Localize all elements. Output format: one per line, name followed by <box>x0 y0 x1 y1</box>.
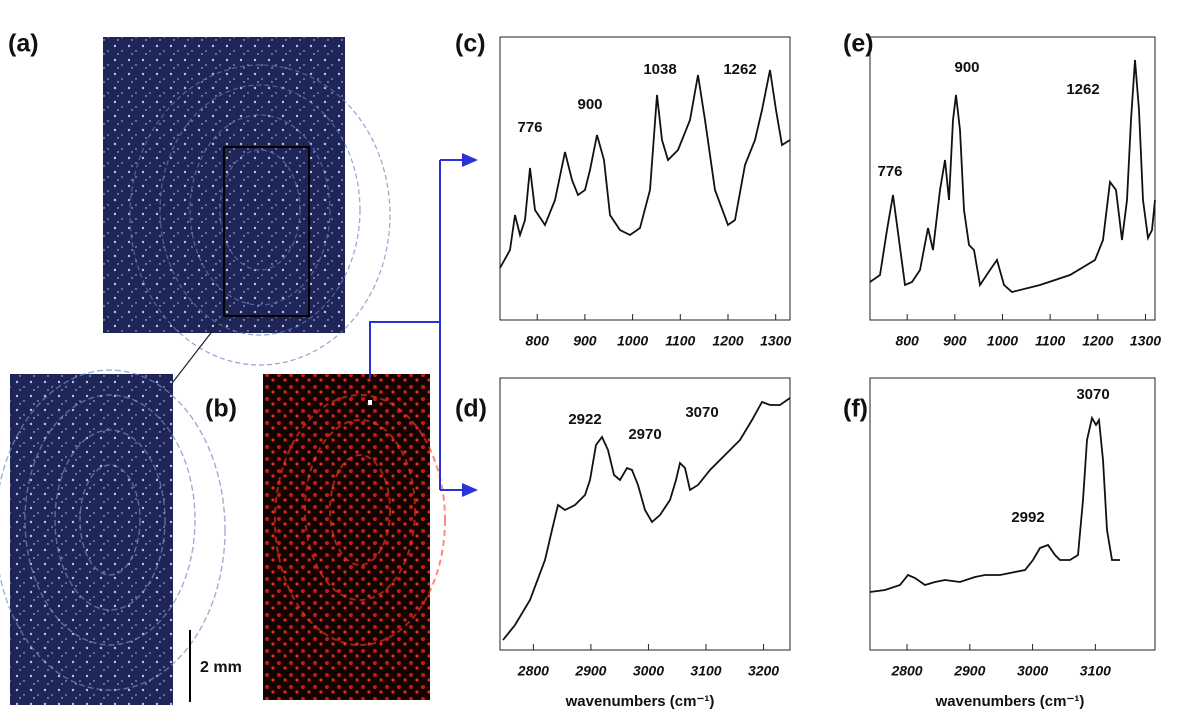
panel-label: (c) <box>455 30 486 58</box>
panel-label: (e) <box>843 30 874 58</box>
x-tick-label: 2900 <box>953 663 985 679</box>
plot-frame <box>499 377 791 651</box>
ridges <box>0 369 226 691</box>
peak-label: 2970 <box>628 426 661 443</box>
raman-map <box>263 374 430 700</box>
zoom-box <box>223 146 310 317</box>
plot-frame <box>499 36 791 321</box>
panel-label: (b) <box>205 395 237 423</box>
arrowhead <box>462 483 478 497</box>
peak-label: 3070 <box>1076 386 1109 403</box>
spectrum <box>502 397 791 641</box>
x-tick-label: 1100 <box>1035 333 1065 349</box>
plot-frame <box>869 377 1156 651</box>
x-tick-label: 3100 <box>1080 663 1111 679</box>
zoom-connector <box>172 315 225 383</box>
x-tick-label: 1100 <box>665 333 695 349</box>
x-axis-label: wavenumbers (cm⁻¹) <box>565 693 715 710</box>
x-tick-label: 2900 <box>574 663 606 679</box>
peak-label: 1262 <box>723 61 756 78</box>
peak-label: 1262 <box>1066 81 1099 98</box>
x-tick-label: 3000 <box>1017 663 1048 679</box>
x-tick-label: 1300 <box>760 333 791 349</box>
probe-point <box>368 400 372 405</box>
plot-frame <box>869 36 1156 321</box>
peak-label: 2922 <box>568 411 601 428</box>
ridges <box>274 394 446 646</box>
x-tick-label: 900 <box>943 333 967 349</box>
peak-label: 1038 <box>643 61 676 78</box>
x-tick-label: 800 <box>526 333 550 349</box>
spectrum <box>869 59 1156 293</box>
x-tick-label: 900 <box>573 333 597 349</box>
arrows <box>369 159 465 491</box>
spectrum <box>499 69 791 269</box>
x-tick-label: 1000 <box>617 333 648 349</box>
peak-label: 776 <box>517 119 542 136</box>
spectrum <box>869 415 1120 593</box>
arrowhead <box>462 153 478 167</box>
x-tick-label: 1200 <box>1082 333 1113 349</box>
panel-label: (a) <box>8 30 39 58</box>
x-tick-label: 2800 <box>890 663 922 679</box>
x-tick-label: 1300 <box>1130 333 1161 349</box>
x-axis-label: wavenumbers (cm⁻¹) <box>935 693 1085 710</box>
x-tick-label: 1200 <box>712 333 743 349</box>
x-tick-label: 1000 <box>987 333 1018 349</box>
panel-label: (d) <box>455 395 487 423</box>
peak-label: 900 <box>577 96 602 113</box>
x-tick-label: 3000 <box>633 663 664 679</box>
x-tick-label: 2800 <box>517 663 549 679</box>
scale-label: 2 mm <box>200 659 242 676</box>
peak-label: 3070 <box>685 404 718 421</box>
peak-label: 2992 <box>1011 509 1044 526</box>
peak-label: 900 <box>954 59 979 76</box>
ridges <box>129 64 391 366</box>
x-tick-label: 800 <box>895 333 919 349</box>
fingerprint-zoom <box>10 374 173 705</box>
peak-label: 776 <box>877 163 902 180</box>
panel-label: (f) <box>843 395 868 423</box>
x-tick-label: 3200 <box>748 663 779 679</box>
x-tick-label: 3100 <box>690 663 721 679</box>
